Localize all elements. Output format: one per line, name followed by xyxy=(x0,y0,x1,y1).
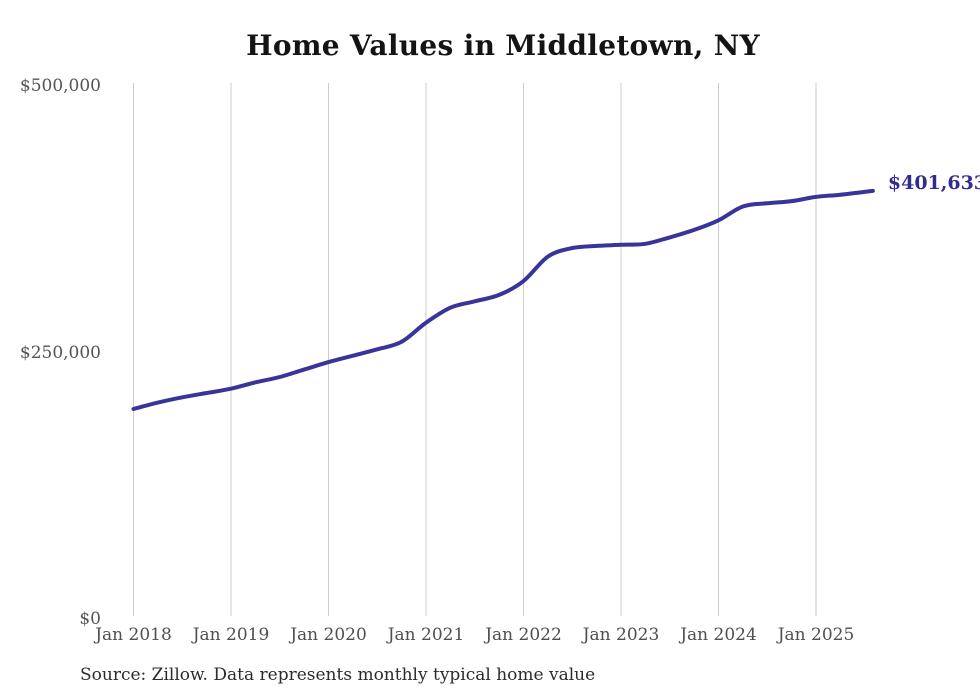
x-tick-label: Jan 2023 xyxy=(582,625,660,645)
gridlines-group xyxy=(133,83,817,616)
x-tick-label: Jan 2022 xyxy=(485,625,562,645)
x-tick-label: Jan 2019 xyxy=(192,625,270,645)
y-tick-label: $250,000 xyxy=(19,342,101,363)
y-tick-label: $0 xyxy=(79,609,101,629)
source-note: Source: Zillow. Data represents monthly … xyxy=(80,665,596,685)
x-tick-label: Jan 2024 xyxy=(680,625,757,645)
y-tick-label: $500,000 xyxy=(19,76,101,96)
latest-value-label: $401,633 xyxy=(887,171,980,194)
chart-title: Home Values in Middletown, NY xyxy=(246,29,760,62)
x-tick-label: Jan 2020 xyxy=(290,625,367,645)
x-tick-label: Jan 2018 xyxy=(95,625,172,645)
x-tick-label: Jan 2025 xyxy=(777,625,855,645)
home-value-line xyxy=(131,188,875,411)
x-tick-label: Jan 2021 xyxy=(387,625,465,645)
